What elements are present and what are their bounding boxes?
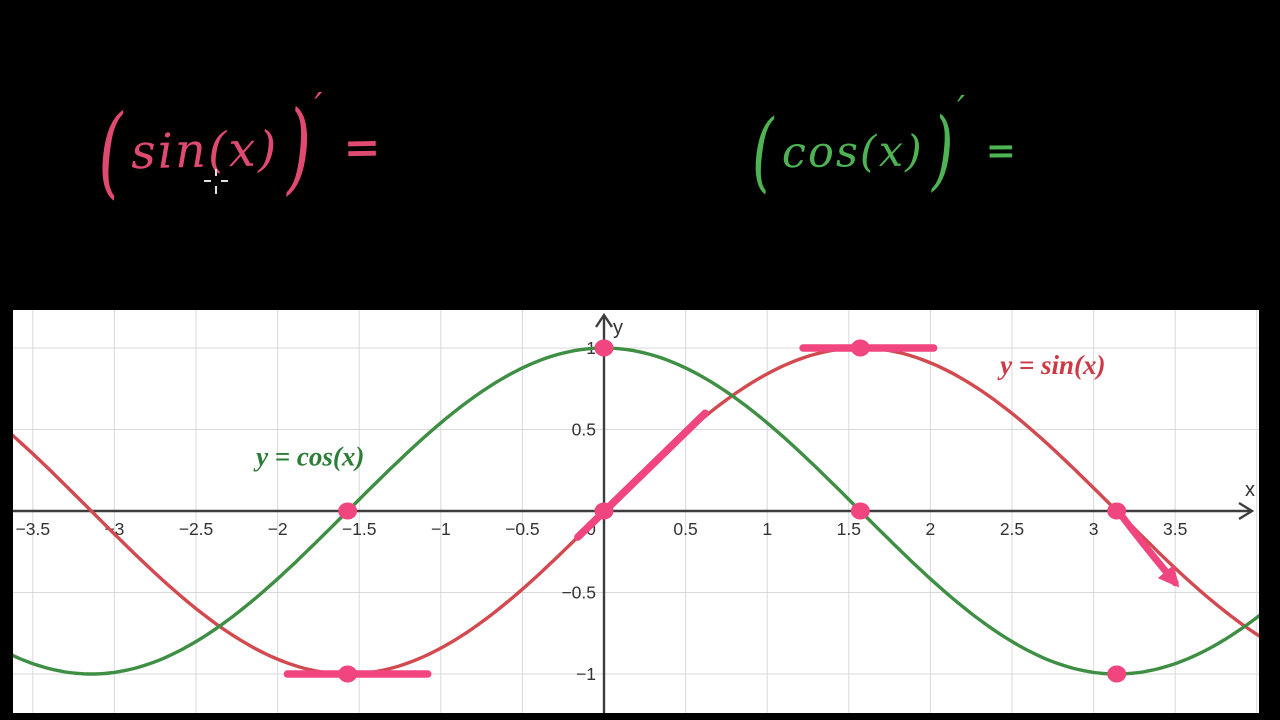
- point-dot: [850, 502, 870, 520]
- x-tick-label: −2.5: [179, 519, 214, 539]
- x-tick-label: −1: [431, 519, 451, 539]
- graph-panel: −3.5−3−2.5−2−1.5−1−0.500.511.522.533.510…: [13, 310, 1259, 713]
- prime-mark: ′: [314, 85, 324, 127]
- y-tick-label: 0.5: [572, 420, 596, 440]
- close-paren: ): [931, 100, 955, 202]
- y-tick-label: −0.5: [561, 583, 596, 603]
- x-tick-label: −2: [268, 519, 288, 539]
- curve-cos: [13, 346, 1259, 676]
- close-paren: ): [285, 91, 313, 207]
- x-tick-label: −1.5: [342, 519, 377, 539]
- x-tick-label: 2: [926, 519, 936, 539]
- x-tick-label: 1: [762, 519, 772, 539]
- point-dot: [1107, 502, 1127, 520]
- cursor-crosshair-icon: [203, 168, 229, 194]
- point-dot: [594, 502, 614, 520]
- x-axis-label: x: [1245, 479, 1255, 501]
- formula-cos-derivative: ( cos(x) ) ′ =: [751, 89, 1017, 204]
- crosshair-svg: [204, 169, 228, 194]
- point-dot: [338, 502, 358, 520]
- graph-svg: −3.5−3−2.5−2−1.5−1−0.500.511.522.533.510…: [13, 310, 1259, 713]
- x-axis-arrow: [1238, 501, 1255, 521]
- x-tick-label: 1.5: [837, 519, 861, 539]
- slope-arrow: [1119, 514, 1180, 588]
- prime-mark: ′: [956, 88, 966, 130]
- x-tick-label: 3.5: [1163, 519, 1187, 539]
- point-dot: [594, 339, 614, 357]
- open-paren: (: [751, 102, 775, 203]
- equals-sign: =: [342, 121, 381, 174]
- x-tick-label: −3.5: [16, 519, 51, 539]
- x-tick-label: −3: [104, 519, 124, 539]
- curve-label-cos: y = cos(x): [253, 441, 364, 471]
- x-tick-label: 3: [1089, 519, 1099, 539]
- formula-sin-derivative: ( sin(x) ) ′ =: [96, 85, 382, 211]
- point-dot: [850, 339, 870, 357]
- formula-cos-body: cos(x): [781, 126, 924, 178]
- y-tick-label: −1: [576, 664, 596, 684]
- curve-label-sin: y = sin(x): [997, 350, 1105, 380]
- x-tick-label: 2.5: [1000, 519, 1024, 539]
- equals-sign: =: [985, 129, 1017, 172]
- y-axis-label: y: [613, 317, 623, 339]
- x-tick-label: 0.5: [673, 519, 697, 539]
- x-tick-label: −0.5: [505, 519, 540, 539]
- point-dot: [338, 665, 358, 683]
- y-axis-arrow: [595, 312, 613, 328]
- point-dot: [1107, 665, 1127, 683]
- open-paren: (: [96, 95, 125, 211]
